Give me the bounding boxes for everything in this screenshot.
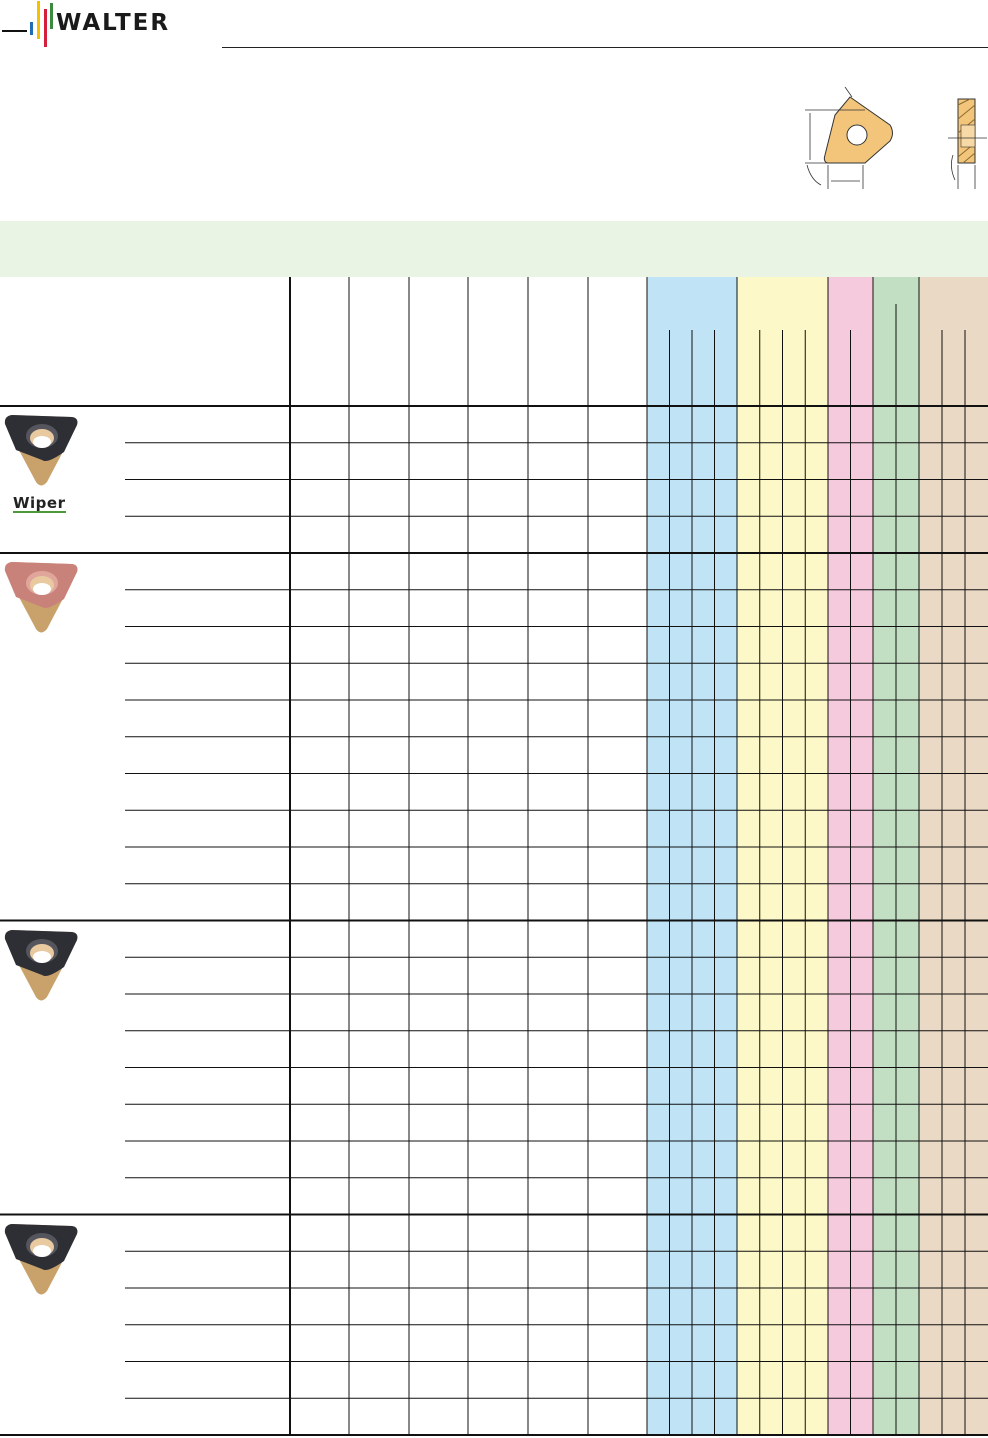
indexable-insert-icon [4, 562, 78, 633]
header-rule [222, 47, 988, 48]
logo-bar-red [44, 9, 47, 47]
insert-top-view [805, 86, 893, 189]
material-group-column [919, 277, 988, 1435]
section-title-band [0, 221, 988, 277]
logo-text: WALTER [56, 10, 171, 36]
insert-image [2, 412, 80, 492]
indexable-insert-icon [4, 929, 78, 1000]
walter-logo: WALTER [0, 0, 210, 50]
insert-image [2, 927, 80, 1007]
indexable-insert-icon [4, 1223, 78, 1294]
insert-image [2, 559, 80, 639]
insert-side-view [948, 98, 987, 189]
indexable-insert-icon [4, 415, 78, 486]
logo-bar-yellow [37, 1, 40, 39]
logo-bar-blue [30, 22, 33, 35]
wiper-badge: Wiper [13, 494, 66, 513]
insert-geometry-diagram [805, 86, 987, 189]
logo-line [2, 30, 27, 32]
insert-image [2, 1221, 80, 1301]
logo-bar-green [50, 3, 53, 29]
